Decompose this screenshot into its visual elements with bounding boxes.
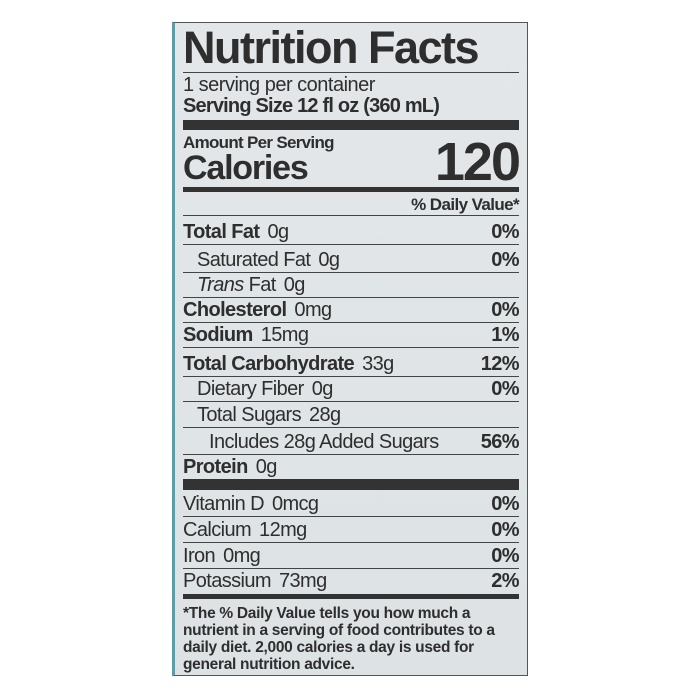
nutrient-name-suffix: Fat <box>248 274 277 296</box>
nutrient-name: Total Sugars <box>197 404 302 426</box>
nutrient-daily-value: 1% <box>491 324 519 346</box>
nutrient-name: Protein <box>183 456 248 478</box>
nutrient-row: Dietary Fiber 0g 0% <box>183 376 520 402</box>
nutrient-name: Includes 28g Added Sugars <box>209 431 439 453</box>
vitamin-amount: 0mcg <box>271 493 319 515</box>
vitamin-row: Iron 0mg 0% <box>183 543 520 569</box>
nutrient-amount: 0g <box>283 274 306 296</box>
nutrient-daily-value: 0% <box>491 221 519 243</box>
nutrient-row: Protein 0g <box>183 454 519 479</box>
vitamin-daily-value: 0% <box>491 545 519 567</box>
footnote: *The % Daily Value tells you how much a … <box>183 605 495 673</box>
vitamin-row: Calcium 12mg 0% <box>183 517 520 543</box>
vitamin-daily-value: 2% <box>491 570 519 592</box>
nutrient-name: Cholesterol <box>183 299 287 321</box>
nutrient-name: Total Carbohydrate <box>183 353 355 375</box>
vitamin-label: Iron 0mg <box>183 545 261 568</box>
nutrient-amount: 28g <box>308 404 341 426</box>
nutrient-name: Dietary Fiber <box>197 378 304 400</box>
daily-value-header: % Daily Value* <box>183 193 520 216</box>
vitamin-name: Iron <box>183 545 216 567</box>
nutrient-daily-value: 0% <box>491 249 519 271</box>
nutrient-amount: 0g <box>318 249 340 271</box>
nutrient-daily-value: 56% <box>480 431 520 453</box>
amount-per-serving: Amount Per Serving <box>183 133 335 152</box>
calories-value: 120 <box>434 132 521 192</box>
nutrient-name: Saturated Fat <box>197 249 311 271</box>
vitamin-name: Calcium <box>183 519 252 541</box>
nutrient-amount: 0g <box>255 456 278 478</box>
nutrient-row: Total Fat 0g 0% <box>183 216 520 245</box>
thick-divider <box>183 479 519 490</box>
vitamin-daily-value: 0% <box>491 493 519 515</box>
nutrient-label: Total Sugars 28g <box>183 404 341 427</box>
vitamin-row: Potassium 73mg 2% <box>183 568 520 593</box>
nutrient-amount: 33g <box>362 353 394 375</box>
nutrient-row: Total Carbohydrate 33g 12% <box>183 347 520 377</box>
vitamin-amount: 73mg <box>278 570 327 592</box>
nutrient-daily-value: 12% <box>480 353 520 375</box>
nutrient-daily-value: 0% <box>491 299 519 321</box>
vitamin-amount: 0mg <box>223 545 261 567</box>
vitamin-label: Calcium 12mg <box>183 519 307 542</box>
nutrient-label: Total Fat 0g <box>183 221 289 244</box>
medium-divider <box>183 187 519 192</box>
nutrient-label: Total Carbohydrate 33g <box>183 353 394 376</box>
nutrient-label: Dietary Fiber 0g <box>183 378 333 401</box>
thick-divider <box>183 120 519 130</box>
nutrition-facts-label: Nutrition Facts 1 serving per container … <box>172 22 528 676</box>
vitamin-label: Vitamin D 0mcg <box>183 493 319 516</box>
vitamin-daily-value: 0% <box>491 519 519 541</box>
vitamin-row: Vitamin D 0mcg 0% <box>183 491 520 517</box>
nutrient-row: Sodium 15mg 1% <box>183 322 520 348</box>
nutrient-label: Includes 28g Added Sugars <box>183 431 439 454</box>
label-title: Nutrition Facts <box>183 25 519 73</box>
medium-divider <box>183 594 519 599</box>
vitamin-amount: 12mg <box>259 519 307 541</box>
nutrient-daily-value: 0% <box>491 378 519 400</box>
nutrient-label: Saturated Fat 0g <box>183 249 340 272</box>
nutrient-label: Trans Fat 0g <box>183 274 305 297</box>
servings-per-container: 1 serving per container <box>183 74 375 96</box>
nutrient-row: Includes 28g Added Sugars 56% <box>183 427 520 455</box>
nutrient-row: Trans Fat 0g <box>183 272 519 298</box>
nutrient-amount: 15mg <box>260 324 309 346</box>
nutrient-label: Sodium 15mg <box>183 324 309 347</box>
nutrient-row: Total Sugars 28g <box>183 401 519 428</box>
vitamin-name: Vitamin D <box>183 493 265 515</box>
vitamin-name: Potassium <box>183 570 272 592</box>
nutrient-amount: 0g <box>311 378 334 400</box>
nutrient-amount: 0g <box>267 221 289 243</box>
nutrient-name: Total Fat <box>183 221 260 243</box>
nutrient-amount: 0mg <box>294 299 332 321</box>
daily-value-header-text: % Daily Value* <box>411 195 519 214</box>
nutrient-name: Sodium <box>183 324 253 346</box>
nutrient-row: Saturated Fat 0g 0% <box>183 244 520 273</box>
nutrient-row: Cholesterol 0mg 0% <box>183 297 520 323</box>
calories-label: Calories <box>183 149 309 187</box>
vitamin-label: Potassium 73mg <box>183 570 327 593</box>
nutrient-name: Trans <box>197 274 244 296</box>
serving-size: Serving Size 12 fl oz (360 mL) <box>183 95 440 117</box>
nutrient-label: Cholesterol 0mg <box>183 299 332 322</box>
nutrient-label: Protein 0g <box>183 456 277 479</box>
